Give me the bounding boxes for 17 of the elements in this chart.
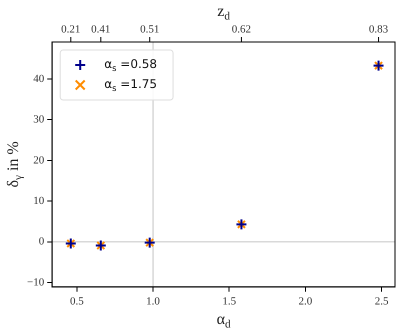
- x-tick-label: 1.0: [146, 295, 160, 308]
- x-tick-label: 1.5: [222, 295, 237, 308]
- y-tick-label: 10: [33, 195, 45, 208]
- text: 0.21: [61, 23, 80, 36]
- text: 0.51: [140, 23, 160, 36]
- y-tick-label: −10: [26, 276, 45, 288]
- y-tick-label: 0: [38, 236, 45, 248]
- text: 0.41: [91, 23, 110, 36]
- x-tick-label: 2.5: [374, 295, 389, 308]
- text: 0.83: [368, 23, 389, 36]
- y-tick-label: 20: [33, 154, 45, 166]
- y-tick-label: 30: [33, 114, 45, 126]
- y-tick-label: 40: [33, 72, 45, 85]
- x-tick-label: 2.0: [298, 295, 313, 308]
- y-axis-title: δγ in %: [5, 141, 25, 188]
- x-tick-label: 0.5: [70, 295, 84, 308]
- text: 0.62: [232, 23, 252, 36]
